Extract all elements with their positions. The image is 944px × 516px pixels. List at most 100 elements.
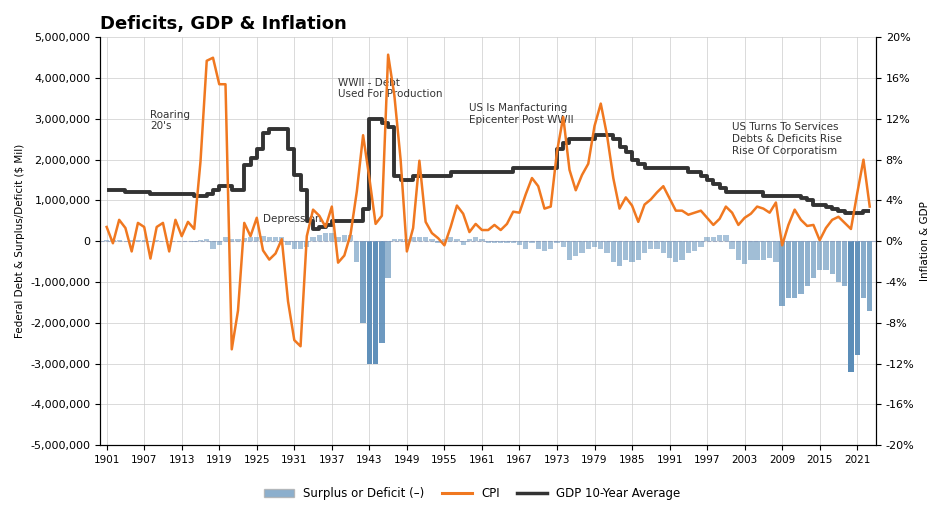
Bar <box>579 241 584 253</box>
Bar <box>841 241 847 286</box>
Bar <box>297 241 303 249</box>
Bar <box>423 237 428 241</box>
Bar <box>473 237 478 241</box>
Bar <box>247 237 253 241</box>
Bar <box>254 237 260 241</box>
Bar <box>142 240 146 241</box>
Text: WWII - Debt
Used For Production: WWII - Debt Used For Production <box>338 78 442 99</box>
Bar <box>860 241 866 298</box>
Bar <box>729 241 734 249</box>
Bar <box>535 241 540 249</box>
Legend: Surplus or Deficit (–), CPI, GDP 10-Year Average: Surplus or Deficit (–), CPI, GDP 10-Year… <box>260 482 684 505</box>
Bar <box>772 241 778 262</box>
Bar <box>123 240 128 241</box>
Bar <box>672 241 678 262</box>
Bar <box>767 241 771 257</box>
Bar <box>116 240 122 241</box>
Bar <box>572 241 578 255</box>
Bar <box>741 241 747 264</box>
Bar <box>216 241 222 245</box>
Bar <box>242 238 246 241</box>
Bar <box>491 241 497 243</box>
Bar <box>648 241 652 249</box>
Bar <box>223 237 228 241</box>
Bar <box>342 235 346 241</box>
Bar <box>641 241 647 253</box>
Bar <box>429 239 434 241</box>
Bar <box>616 241 621 266</box>
Bar <box>204 239 210 241</box>
Bar <box>784 241 790 298</box>
Bar <box>685 241 690 253</box>
Bar <box>817 241 821 270</box>
Bar <box>460 241 465 245</box>
Bar <box>779 241 784 307</box>
Bar <box>410 237 415 241</box>
Bar <box>516 241 522 245</box>
Bar <box>278 237 284 241</box>
Bar <box>135 240 141 241</box>
Bar <box>541 241 547 251</box>
Bar <box>585 241 590 249</box>
Bar <box>435 241 440 243</box>
Bar <box>292 241 296 249</box>
Bar <box>610 241 615 262</box>
Bar <box>466 239 472 241</box>
Bar <box>479 239 484 241</box>
Bar <box>722 235 728 241</box>
Bar <box>629 241 634 262</box>
Bar <box>228 239 234 241</box>
Bar <box>129 240 134 241</box>
Bar <box>703 237 709 241</box>
Bar <box>416 237 422 241</box>
Bar <box>447 237 453 241</box>
Bar <box>392 239 396 241</box>
Bar <box>566 241 571 260</box>
Bar <box>441 239 447 241</box>
Bar <box>635 241 640 260</box>
Bar <box>504 241 509 243</box>
Bar <box>622 241 628 260</box>
Text: Depression: Depression <box>262 214 321 224</box>
Bar <box>347 235 353 241</box>
Bar <box>360 241 365 323</box>
Bar <box>261 236 265 241</box>
Bar <box>354 241 359 262</box>
Bar <box>529 241 534 243</box>
Bar <box>548 241 553 249</box>
Bar <box>379 241 384 343</box>
Bar <box>154 240 160 241</box>
Bar <box>810 241 816 278</box>
Bar <box>404 239 409 241</box>
Bar <box>867 241 871 311</box>
Bar <box>848 241 852 372</box>
Bar <box>679 241 684 260</box>
Bar <box>666 241 671 257</box>
Bar <box>554 241 559 243</box>
Text: US Turns To Services
Debts & Deficits Rise
Rise Of Corporatism: US Turns To Services Debts & Deficits Ri… <box>732 122 841 156</box>
Bar <box>560 241 565 247</box>
Bar <box>691 241 697 251</box>
Bar <box>653 241 659 249</box>
Bar <box>598 241 603 249</box>
Bar <box>385 241 391 278</box>
Bar <box>591 241 597 247</box>
Bar <box>323 233 328 241</box>
Text: Deficits, GDP & Inflation: Deficits, GDP & Inflation <box>100 15 346 33</box>
Bar <box>366 241 372 364</box>
Bar <box>497 241 503 243</box>
Bar <box>397 239 403 241</box>
Bar <box>829 241 834 274</box>
Bar <box>104 240 110 241</box>
Text: Roaring
20's: Roaring 20's <box>150 109 191 131</box>
Bar <box>716 235 721 241</box>
Bar <box>522 241 528 249</box>
Bar <box>834 241 840 282</box>
Bar <box>266 237 272 241</box>
Bar <box>273 237 278 241</box>
Y-axis label: Inflation & GDP: Inflation & GDP <box>919 201 929 281</box>
Bar <box>335 237 341 241</box>
Bar <box>454 239 459 241</box>
Bar <box>485 241 490 243</box>
Bar <box>710 237 716 241</box>
